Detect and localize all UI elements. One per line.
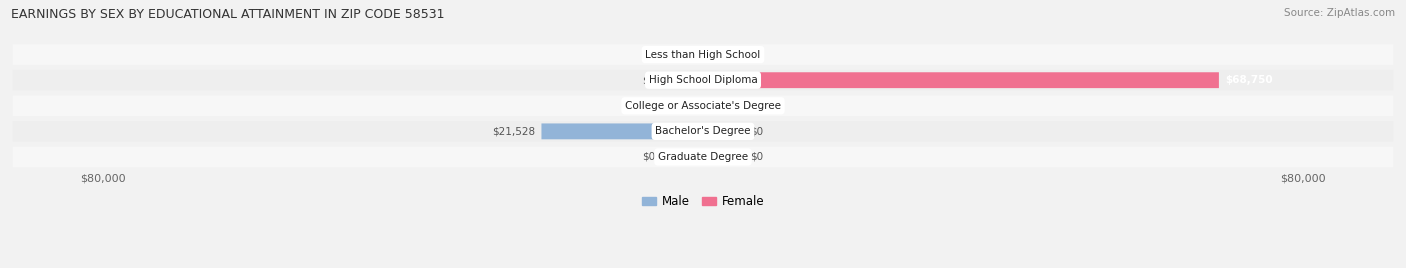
Text: $21,528: $21,528	[492, 126, 536, 136]
FancyBboxPatch shape	[703, 98, 744, 114]
FancyBboxPatch shape	[662, 47, 703, 62]
Text: Less than High School: Less than High School	[645, 50, 761, 59]
FancyBboxPatch shape	[13, 121, 1393, 142]
Text: Bachelor's Degree: Bachelor's Degree	[655, 126, 751, 136]
FancyBboxPatch shape	[703, 72, 1219, 88]
FancyBboxPatch shape	[662, 72, 703, 88]
Text: High School Diploma: High School Diploma	[648, 75, 758, 85]
FancyBboxPatch shape	[13, 44, 1393, 65]
Text: $0: $0	[643, 101, 655, 111]
Text: $0: $0	[751, 101, 763, 111]
Text: $0: $0	[643, 75, 655, 85]
Text: $68,750: $68,750	[1225, 75, 1272, 85]
FancyBboxPatch shape	[662, 149, 703, 165]
Text: Graduate Degree: Graduate Degree	[658, 152, 748, 162]
Text: EARNINGS BY SEX BY EDUCATIONAL ATTAINMENT IN ZIP CODE 58531: EARNINGS BY SEX BY EDUCATIONAL ATTAINMEN…	[11, 8, 444, 21]
Text: $0: $0	[751, 152, 763, 162]
FancyBboxPatch shape	[703, 47, 744, 62]
Text: $0: $0	[751, 50, 763, 59]
FancyBboxPatch shape	[541, 124, 703, 139]
Text: $0: $0	[643, 50, 655, 59]
FancyBboxPatch shape	[13, 70, 1393, 90]
FancyBboxPatch shape	[13, 147, 1393, 167]
Text: College or Associate's Degree: College or Associate's Degree	[626, 101, 780, 111]
FancyBboxPatch shape	[13, 96, 1393, 116]
Legend: Male, Female: Male, Female	[637, 190, 769, 213]
Text: Source: ZipAtlas.com: Source: ZipAtlas.com	[1284, 8, 1395, 18]
Text: $0: $0	[643, 152, 655, 162]
FancyBboxPatch shape	[703, 149, 744, 165]
FancyBboxPatch shape	[703, 124, 744, 139]
Text: $0: $0	[751, 126, 763, 136]
FancyBboxPatch shape	[662, 98, 703, 114]
